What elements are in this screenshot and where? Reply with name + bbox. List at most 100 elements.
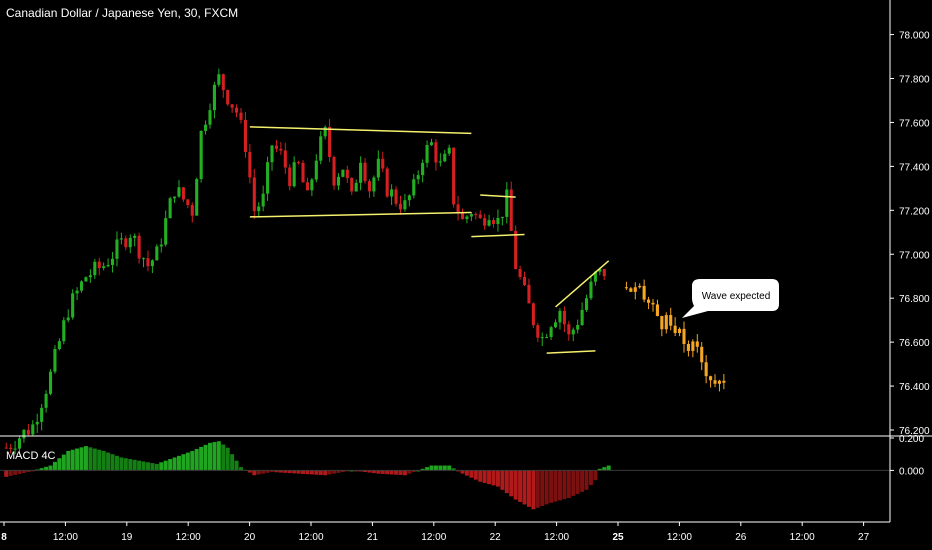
macd-bar bbox=[48, 465, 53, 471]
price-candle-body bbox=[438, 161, 442, 163]
macd-bar bbox=[79, 447, 84, 471]
price-candle-body bbox=[252, 177, 256, 212]
price-candle-body bbox=[243, 119, 247, 152]
price-candle-body bbox=[22, 429, 26, 439]
price-tick-label: 76.600 bbox=[899, 338, 930, 349]
price-candle-body bbox=[491, 220, 496, 224]
price-candle-body bbox=[195, 179, 199, 216]
price-candle-body bbox=[474, 214, 478, 216]
macd-bar bbox=[544, 470, 549, 505]
projection-candle-body bbox=[700, 346, 704, 363]
price-candle-body bbox=[319, 136, 323, 161]
macd-bar bbox=[230, 454, 235, 471]
price-tick-label: 77.600 bbox=[899, 118, 930, 129]
price-candle-body bbox=[394, 189, 398, 204]
price-candle-body bbox=[150, 260, 154, 267]
price-candle-body bbox=[505, 189, 509, 217]
price-candle-body bbox=[376, 158, 380, 178]
macd-bar bbox=[447, 465, 452, 471]
macd-bar bbox=[256, 470, 261, 475]
price-candle-body bbox=[248, 151, 252, 178]
projection-candle-body bbox=[629, 288, 633, 292]
price-candle-body bbox=[385, 168, 389, 197]
macd-bar bbox=[509, 470, 514, 497]
price-candle-body bbox=[164, 218, 168, 245]
price-candle-body bbox=[257, 206, 261, 212]
price-candle-body bbox=[212, 84, 216, 111]
price-candle-body bbox=[13, 448, 17, 450]
price-candle-body bbox=[66, 317, 70, 321]
flag-lower-line bbox=[471, 233, 525, 238]
macd-bar bbox=[451, 468, 456, 471]
macd-bar bbox=[154, 463, 159, 471]
macd-bar bbox=[411, 470, 416, 473]
macd-bar bbox=[70, 449, 75, 471]
price-candle-body bbox=[274, 145, 278, 149]
macd-bar bbox=[557, 470, 562, 501]
macd-bar bbox=[83, 446, 88, 471]
price-candle-body bbox=[26, 429, 30, 435]
price-candle-body bbox=[75, 290, 79, 294]
macd-bar bbox=[504, 470, 509, 494]
projection-candle-body bbox=[660, 315, 664, 330]
macd-bar bbox=[363, 470, 368, 473]
macd-bar bbox=[292, 470, 297, 474]
price-candle-body bbox=[412, 179, 416, 196]
projection-candle-body bbox=[722, 380, 726, 383]
macd-bar bbox=[212, 442, 217, 471]
price-candle-body bbox=[558, 310, 562, 323]
macd-bar bbox=[239, 467, 243, 471]
projection-candle-body bbox=[673, 325, 677, 334]
macd-indicator-label: MACD 4C bbox=[6, 450, 56, 462]
price-candle-body bbox=[35, 421, 39, 425]
macd-bar bbox=[61, 454, 66, 471]
macd-bar bbox=[562, 470, 567, 500]
price-candle-body bbox=[88, 275, 92, 278]
price-axis[interactable]: 78.000 77.800 77.600 77.400 77.200 77.000 76.8… bbox=[890, 31, 930, 437]
price-candle-body bbox=[341, 169, 345, 177]
macd-bar bbox=[376, 470, 381, 474]
macd-bar bbox=[265, 470, 270, 473]
macd-bar bbox=[429, 465, 434, 471]
wave-expected-callout: Wave expected bbox=[682, 279, 779, 318]
price-tick-label: 77.000 bbox=[899, 250, 930, 261]
macd-bar bbox=[190, 450, 195, 471]
price-candle-body bbox=[133, 235, 137, 238]
price-candle-body bbox=[549, 327, 553, 338]
macd-bar bbox=[283, 470, 288, 473]
macd-bar bbox=[66, 450, 71, 471]
time-tick-label: 22 bbox=[490, 532, 502, 543]
price-candle-body bbox=[173, 196, 177, 199]
macd-bar bbox=[141, 461, 146, 471]
price-candle-body bbox=[270, 145, 274, 163]
projection-candle-body bbox=[642, 285, 646, 300]
price-candle-body bbox=[208, 110, 212, 125]
price-candle-body bbox=[292, 162, 296, 187]
price-candle-body bbox=[199, 130, 203, 180]
macd-bar bbox=[358, 470, 363, 472]
macd-bar bbox=[123, 458, 128, 471]
price-candle-body bbox=[421, 162, 425, 176]
price-candle-body bbox=[266, 162, 270, 194]
price-candle-body bbox=[124, 238, 128, 248]
price-candle-body bbox=[562, 310, 566, 325]
macd-bar bbox=[584, 470, 589, 490]
macd-bar bbox=[13, 470, 18, 475]
macd-bar bbox=[145, 462, 150, 471]
time-axis[interactable]: 8 12:00 19 12:00 20 12:00 21 12:00 22 12:00 25 12:0… bbox=[1, 522, 870, 543]
macd-bar bbox=[389, 470, 394, 475]
price-tick-label: 77.200 bbox=[899, 206, 930, 217]
time-tick-label: 27 bbox=[858, 532, 870, 543]
price-candle-body bbox=[323, 126, 327, 137]
price-candle-body bbox=[452, 147, 456, 205]
price-candle-body bbox=[425, 145, 429, 163]
price-candle-body bbox=[447, 147, 451, 154]
macd-bar bbox=[261, 470, 266, 474]
price-candle-body bbox=[97, 261, 101, 269]
macd-bar bbox=[21, 470, 26, 473]
price-candle-body bbox=[305, 182, 310, 191]
price-candle-body bbox=[363, 162, 367, 182]
macd-bar bbox=[57, 458, 62, 471]
price-candle-body bbox=[460, 213, 465, 220]
price-candle-body bbox=[62, 320, 66, 342]
